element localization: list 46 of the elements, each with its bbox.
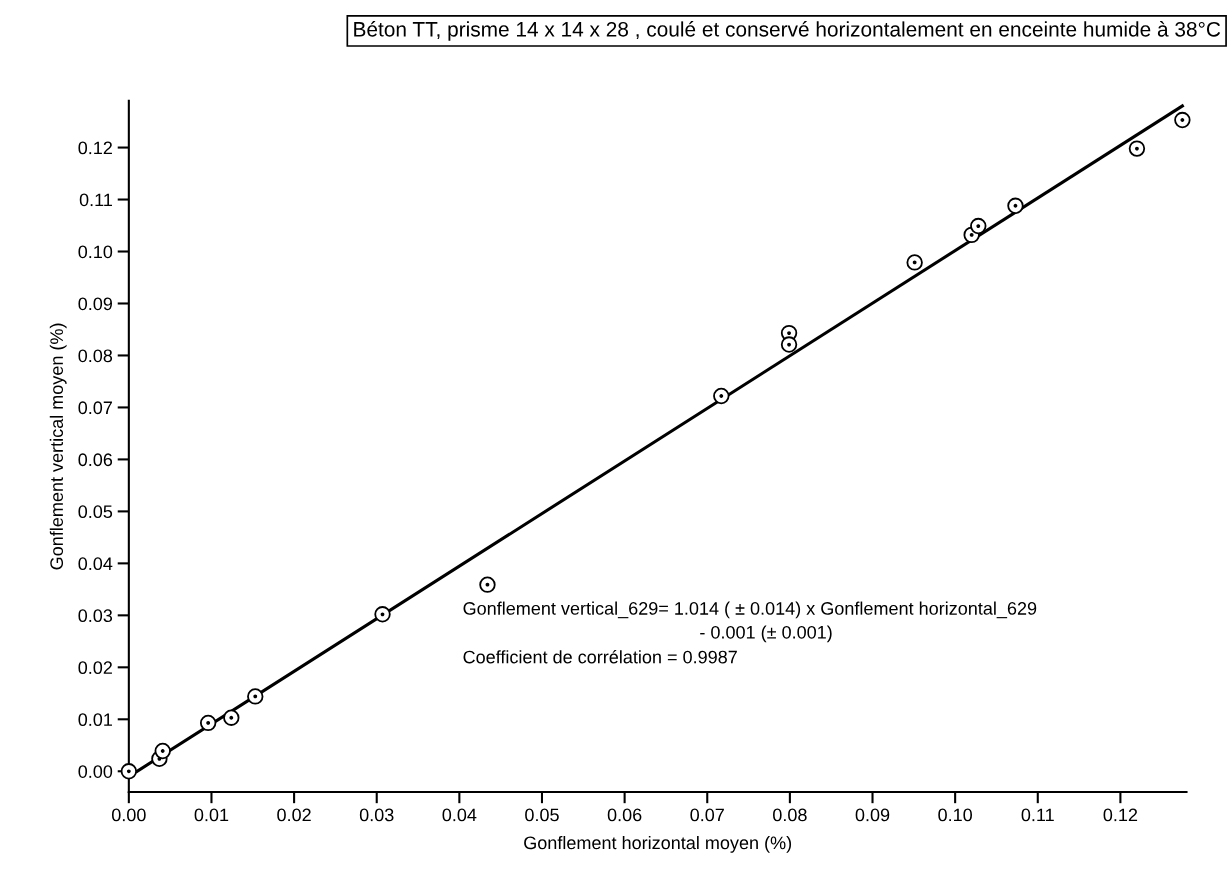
point bbox=[1128, 140, 1146, 157]
x-tick-label: 0.06 bbox=[607, 808, 642, 822]
point bbox=[970, 217, 987, 235]
point bbox=[199, 714, 217, 732]
y-tick-label: 0.01 bbox=[78, 713, 112, 727]
y-tick-label: 0.10 bbox=[78, 245, 113, 259]
x-tick-label: 0.07 bbox=[690, 808, 724, 822]
y-tick-label: 0.05 bbox=[78, 505, 113, 519]
point bbox=[223, 709, 240, 726]
y-tick-label: 0.04 bbox=[78, 557, 113, 571]
point bbox=[906, 254, 923, 271]
point bbox=[1007, 197, 1024, 214]
x-tick-label: 0.04 bbox=[442, 808, 477, 822]
point bbox=[374, 606, 391, 623]
y-tick-label: 0.00 bbox=[78, 765, 113, 778]
point bbox=[780, 336, 798, 353]
x-tick-label: 0.03 bbox=[359, 808, 394, 822]
x-tick-label: 0.09 bbox=[855, 808, 890, 822]
y-tick-label: 0.07 bbox=[78, 401, 112, 415]
x-tick-label: 0.01 bbox=[194, 808, 229, 822]
annotation: - 0.001 (± 0.001) bbox=[700, 625, 832, 643]
x-tick-label: 0.08 bbox=[773, 808, 807, 822]
x-tick-label: 0.02 bbox=[277, 808, 311, 822]
point bbox=[247, 688, 264, 705]
annotation: Gonflement vertical_629= 1.014 ( ± 0.014) x Gonflement horizontal_629 bbox=[463, 601, 1037, 619]
annotation: Coefficient de corrélation = 0.9987 bbox=[463, 649, 737, 664]
point bbox=[1174, 111, 1191, 129]
x-tick-label: 0.00 bbox=[111, 808, 146, 822]
x-tick-label: 0.11 bbox=[1021, 808, 1054, 822]
point bbox=[713, 387, 730, 405]
point bbox=[479, 576, 496, 593]
x-tick-label: 0.05 bbox=[525, 808, 559, 822]
y-tick-label: 0.08 bbox=[78, 349, 113, 363]
y-tick-label: 0.12 bbox=[78, 141, 112, 155]
y-tick-label: 0.03 bbox=[78, 609, 113, 623]
y-tick-label: 0.06 bbox=[78, 453, 113, 467]
point bbox=[120, 763, 138, 780]
x-tick-label: 0.10 bbox=[938, 808, 973, 822]
x-tick-label: 0.12 bbox=[1103, 808, 1138, 822]
x-axis-title: Gonflement horizontal moyen (%) bbox=[524, 835, 792, 853]
chart-title: Béton TT, prisme 14 x 14 x 28 , coulé et conservé horizontalement en enceinte humide à 38°C bbox=[354, 21, 1221, 41]
y-axis-title: Gonflement vertical moyen (%) bbox=[49, 323, 67, 570]
y-tick-label: 0.09 bbox=[78, 297, 113, 311]
point bbox=[154, 742, 171, 760]
y-tick-label: 0.02 bbox=[78, 661, 112, 675]
y-tick-label: 0.11 bbox=[79, 193, 112, 207]
